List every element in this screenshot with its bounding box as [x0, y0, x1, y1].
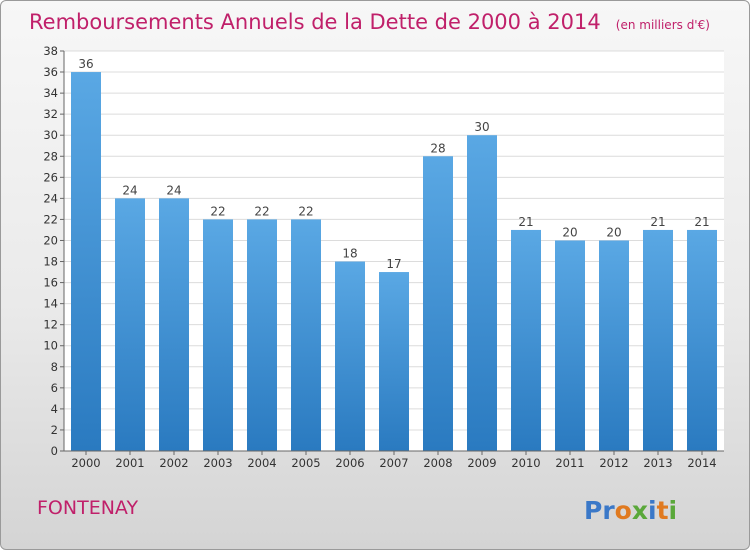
y-tick-label: 20	[43, 233, 58, 247]
x-tick-label: 2008	[423, 456, 452, 470]
bar-value-label: 24	[122, 183, 137, 197]
bar	[423, 156, 453, 451]
bar	[687, 229, 717, 451]
x-tick-label: 2005	[291, 456, 320, 470]
y-tick-label: 18	[43, 255, 58, 269]
y-tick-label: 16	[43, 276, 58, 290]
x-tick-label: 2013	[643, 456, 672, 470]
proxiti-logo: Proxiti	[584, 496, 677, 525]
bar-value-label: 28	[430, 141, 445, 155]
bar-value-label: 22	[210, 204, 225, 218]
y-tick-label: 4	[51, 402, 58, 416]
y-tick-label: 10	[43, 339, 58, 353]
y-tick-label: 6	[51, 381, 58, 395]
y-tick-label: 28	[43, 149, 58, 163]
y-tick-label: 34	[43, 86, 58, 100]
y-tick-label: 38	[43, 44, 58, 58]
bars: 36 24 24 22 22 22 18 17 28 30 21 20 20 21 21	[71, 57, 717, 452]
bar	[203, 219, 233, 451]
bar	[335, 261, 365, 451]
bar	[643, 229, 673, 451]
bar	[71, 72, 101, 451]
y-tick-label: 14	[43, 297, 58, 311]
bar-value-label: 24	[166, 183, 181, 197]
x-tick-label: 2004	[247, 456, 276, 470]
x-tick-label: 2001	[115, 456, 144, 470]
bar-value-label: 20	[606, 225, 621, 239]
y-tick-label: 24	[43, 191, 58, 205]
y-tick-label: 30	[43, 128, 58, 142]
bar-value-label: 20	[562, 225, 577, 239]
bar	[467, 135, 497, 452]
y-tick-label: 12	[43, 318, 58, 332]
chart-title-main: Remboursements Annuels de la Dette de 20…	[29, 10, 601, 34]
x-tick-label: 2003	[203, 456, 232, 470]
logo-letter: i	[648, 496, 657, 525]
bar-value-label: 17	[386, 257, 401, 271]
y-tick-label: 32	[43, 107, 58, 121]
bar-value-label: 21	[694, 215, 709, 229]
bar	[511, 229, 541, 451]
x-tick-label: 2002	[159, 456, 188, 470]
logo-letter: r	[602, 496, 615, 525]
bar-value-label: 22	[254, 204, 269, 218]
y-tick-label: 8	[51, 360, 58, 374]
logo-letter: t	[657, 496, 669, 525]
x-tick-label: 2012	[599, 456, 628, 470]
x-tick-label: 2010	[511, 456, 540, 470]
bar-value-label: 21	[518, 215, 533, 229]
bar	[379, 272, 409, 451]
chart-subtitle: (en milliers d'€)	[616, 18, 710, 32]
x-tick-label: 2006	[335, 456, 364, 470]
bar-value-label: 18	[342, 247, 357, 261]
bar-value-label: 22	[298, 204, 313, 218]
logo-letter: x	[632, 496, 648, 525]
y-tick-label: 36	[43, 65, 58, 79]
x-tick-label: 2011	[555, 456, 584, 470]
y-tick-label: 26	[43, 170, 58, 184]
y-tick-label: 2	[51, 423, 58, 437]
bar	[599, 240, 629, 451]
bar	[291, 219, 321, 451]
logo-letter: o	[615, 496, 632, 525]
x-tick-label: 2014	[687, 456, 716, 470]
logo-letter: P	[584, 496, 602, 525]
bar	[159, 198, 189, 451]
x-tick-label: 2007	[379, 456, 408, 470]
y-tick-label: 0	[51, 444, 58, 458]
bar-value-label: 21	[650, 215, 665, 229]
bar	[555, 240, 585, 451]
bar	[247, 219, 277, 451]
commune-name: FONTENAY	[37, 497, 138, 519]
chart-title: Remboursements Annuels de la Dette de 20…	[29, 10, 710, 34]
bar-value-label: 36	[78, 57, 93, 71]
x-tick-label: 2009	[467, 456, 496, 470]
x-tick-label: 2000	[71, 456, 100, 470]
logo-letter: i	[669, 496, 678, 525]
bar	[115, 198, 145, 451]
y-tick-label: 22	[43, 212, 58, 226]
bar-value-label: 30	[474, 120, 489, 134]
